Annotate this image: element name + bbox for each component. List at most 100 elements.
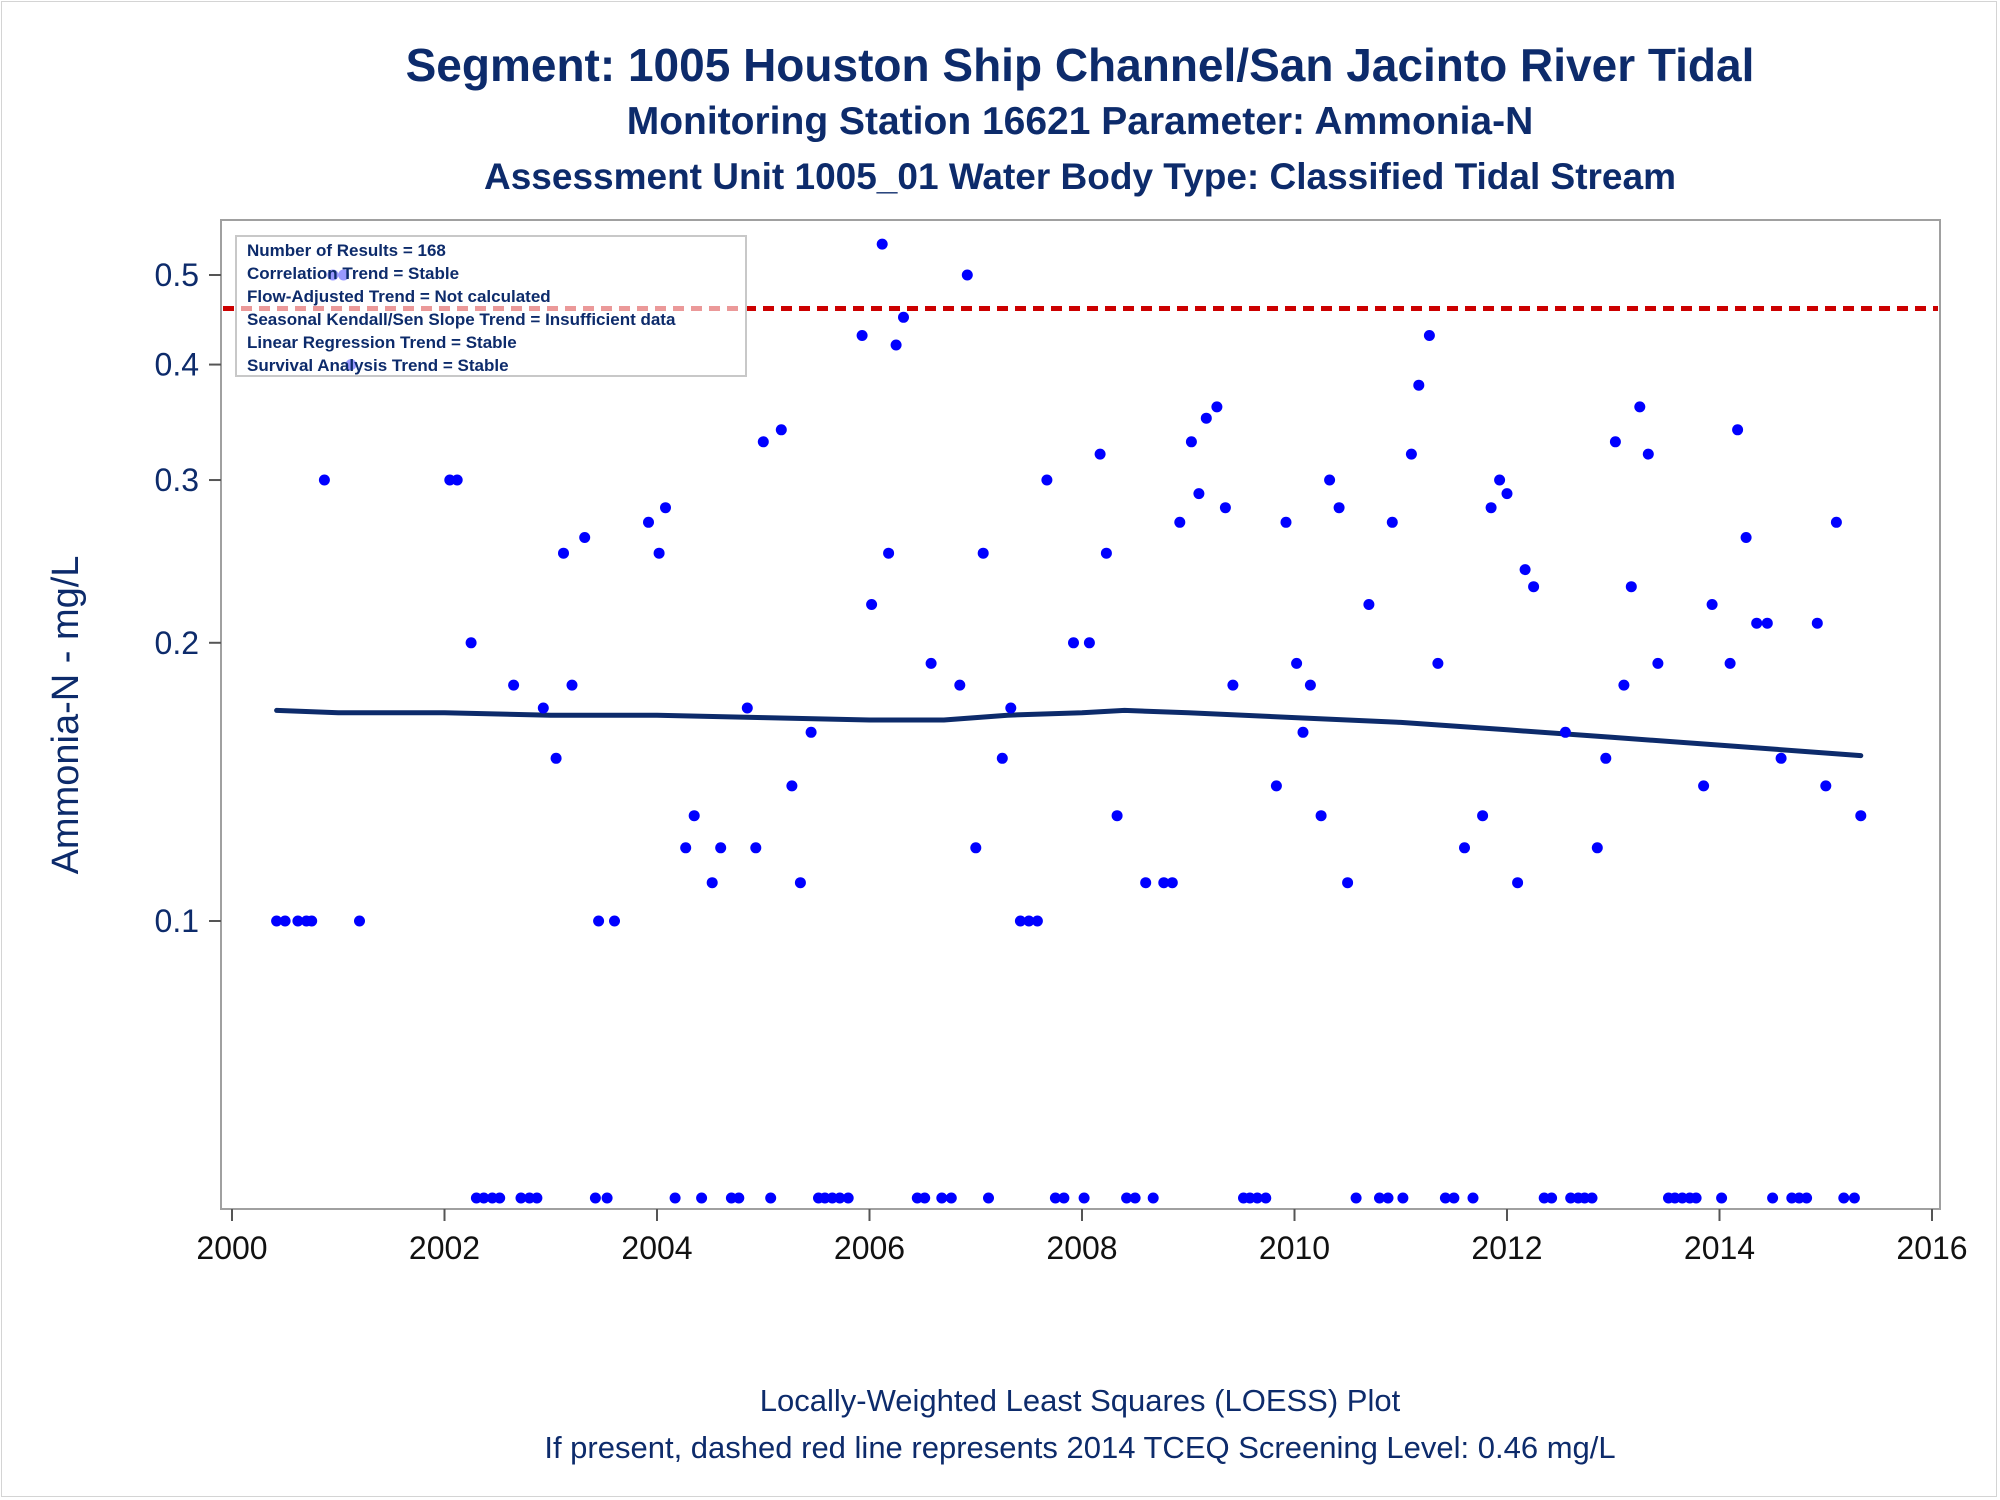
chart-subtitle-assessment: Assessment Unit 1005_01 Water Body Type:… [484, 156, 1676, 197]
data-point [1291, 657, 1303, 669]
data-point [579, 532, 591, 543]
data-point [653, 547, 665, 559]
data-point [318, 474, 330, 486]
trend-summary-border [235, 235, 747, 377]
data-point [1820, 780, 1832, 792]
data-point [775, 424, 787, 436]
data-point [733, 1192, 745, 1204]
footnote-screening-level: If present, dashed red line represents 2… [544, 1430, 1616, 1465]
data-point [1448, 1192, 1460, 1204]
data-point [696, 1192, 708, 1204]
data-point [1439, 1192, 1451, 1204]
data-point [558, 547, 569, 559]
data-point [1166, 877, 1178, 889]
data-point [1251, 1192, 1263, 1204]
data-point [1200, 412, 1212, 424]
data-point [1280, 516, 1292, 528]
data-point [786, 780, 798, 792]
data-point [1041, 474, 1053, 486]
data-point [589, 1192, 601, 1204]
data-point [1775, 752, 1787, 764]
data-point [680, 842, 692, 854]
data-point [1732, 424, 1744, 436]
data-point [1121, 1192, 1133, 1204]
data-point [1724, 657, 1736, 669]
x-tick-label: 2004 [621, 1230, 692, 1266]
data-point [706, 877, 718, 889]
data-point [1297, 726, 1309, 738]
data-point [1801, 1192, 1813, 1204]
data-point [1528, 581, 1540, 593]
data-point [279, 915, 291, 927]
data-point [1304, 679, 1316, 691]
data-point [1078, 1192, 1090, 1204]
data-point [970, 842, 982, 854]
y-tick-label: 0.1 [155, 903, 199, 939]
data-point [1618, 679, 1630, 691]
data-point [609, 915, 620, 927]
data-point [1586, 1192, 1598, 1204]
data-point [531, 1192, 543, 1204]
data-point [977, 547, 989, 559]
data-point [1706, 599, 1718, 610]
data-point [1374, 1192, 1385, 1204]
data-point [1838, 1192, 1850, 1204]
data-point [1848, 1192, 1860, 1204]
data-point [1761, 617, 1773, 629]
data-point [1100, 547, 1112, 559]
data-point [271, 915, 283, 927]
data-point [996, 752, 1008, 764]
data-point [1698, 780, 1710, 792]
data-point [1147, 1192, 1159, 1204]
data-point [1855, 810, 1867, 822]
data-point [1140, 877, 1152, 889]
data-point [1049, 1192, 1061, 1204]
plot-area-border [220, 219, 1941, 1210]
x-tick-label: 2012 [1471, 1230, 1542, 1266]
data-points [271, 238, 1867, 1204]
data-point [1397, 1192, 1409, 1204]
data-point [1324, 474, 1336, 486]
data-point [1363, 599, 1375, 610]
data-point [1591, 842, 1603, 854]
axes: 2000 2002 2004 2006 2008 2010 2012 2014 2016 0.1 0… [155, 257, 1968, 1266]
data-point [1023, 915, 1035, 927]
data-point [1767, 1192, 1779, 1204]
chart-subtitle-station: Monitoring Station 16621 Parameter: Ammo… [626, 100, 1534, 143]
data-point [834, 1192, 846, 1204]
data-point [1111, 810, 1123, 822]
data-point [1830, 516, 1842, 528]
chart-title: Segment: 1005 Houston Ship Channel/San J… [405, 39, 1755, 91]
data-point [478, 1192, 490, 1204]
data-point [925, 657, 937, 669]
data-point [1559, 726, 1571, 738]
data-point [508, 679, 520, 691]
data-point [1260, 1192, 1272, 1204]
data-point [842, 1192, 854, 1204]
loess-line [274, 707, 1864, 759]
data-point [1494, 474, 1506, 486]
loess-curve [274, 707, 1864, 759]
data-point [1811, 617, 1823, 629]
data-point [1219, 502, 1231, 514]
data-point [465, 637, 477, 649]
data-point [1501, 488, 1513, 500]
data-point [898, 311, 909, 323]
inset-linear-regression-trend: Linear Regression Trend = Stable [247, 333, 517, 352]
data-point [866, 599, 878, 610]
data-point [601, 1192, 613, 1204]
data-point [1386, 516, 1398, 528]
data-point [1058, 1192, 1070, 1204]
data-point [1467, 1192, 1479, 1204]
data-point [1270, 780, 1282, 792]
x-tick-label: 2000 [196, 1230, 267, 1266]
data-point [688, 810, 700, 822]
data-point [741, 702, 753, 714]
footnote-loess: Locally-Weighted Least Squares (LOESS) P… [759, 1383, 1401, 1418]
data-point [566, 679, 578, 691]
data-point [1031, 915, 1043, 927]
data-point [593, 915, 605, 927]
inset-result-count: Number of Results = 168 [247, 241, 446, 260]
x-tick-label: 2006 [834, 1230, 905, 1266]
data-point [1477, 810, 1489, 822]
